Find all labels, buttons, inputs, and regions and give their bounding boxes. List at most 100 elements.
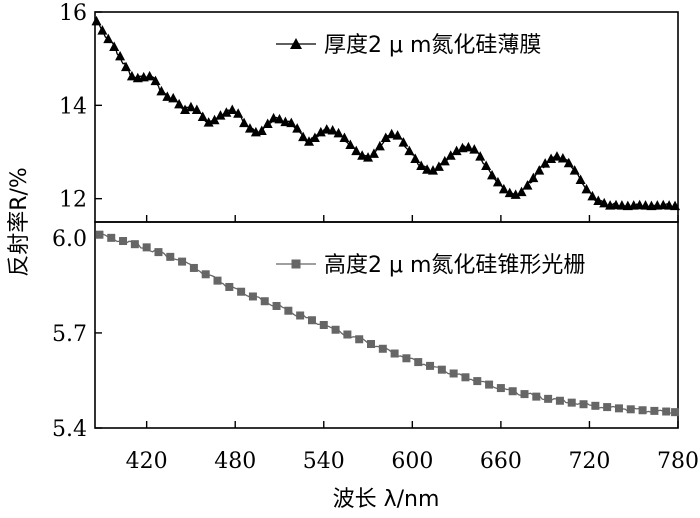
data-point bbox=[168, 92, 179, 103]
data-point bbox=[162, 91, 173, 101]
data-point bbox=[398, 137, 409, 147]
data-point bbox=[274, 113, 285, 124]
data-point bbox=[662, 407, 671, 416]
data-point bbox=[626, 405, 635, 414]
data-point bbox=[498, 183, 509, 194]
data-point bbox=[427, 165, 438, 175]
data-point bbox=[569, 165, 580, 175]
x-tick-label: 720 bbox=[568, 449, 610, 474]
data-point bbox=[520, 390, 529, 399]
data-point bbox=[237, 287, 246, 296]
data-point bbox=[670, 200, 681, 211]
plot-frame bbox=[94, 221, 679, 429]
data-point bbox=[463, 141, 474, 152]
data-point bbox=[248, 292, 257, 301]
data-point bbox=[650, 406, 659, 415]
data-point bbox=[402, 354, 411, 363]
data-point bbox=[461, 373, 470, 382]
data-point bbox=[178, 257, 187, 266]
data-point bbox=[286, 117, 297, 128]
data-point bbox=[603, 403, 612, 412]
x-axis-title: 波长 λ/nm bbox=[333, 487, 440, 512]
data-point bbox=[260, 297, 269, 306]
top-panel: 12 14 16 厚度2 μ m氮化硅薄膜 bbox=[59, 1, 681, 223]
data-point bbox=[115, 50, 126, 61]
data-point bbox=[522, 180, 533, 190]
data-point bbox=[345, 139, 356, 149]
data-point bbox=[638, 406, 647, 415]
data-point bbox=[296, 311, 305, 320]
y-tick-label: 5.4 bbox=[52, 417, 87, 442]
data-point bbox=[315, 126, 326, 137]
x-tick-label: 480 bbox=[214, 449, 256, 474]
data-point bbox=[492, 176, 503, 187]
data-point bbox=[321, 124, 332, 134]
data-point bbox=[180, 104, 191, 114]
data-point bbox=[528, 172, 539, 183]
data-point bbox=[551, 151, 562, 161]
data-point bbox=[516, 186, 527, 197]
data-point bbox=[268, 112, 279, 123]
data-point bbox=[426, 361, 435, 370]
data-point bbox=[591, 401, 600, 410]
data-point bbox=[540, 158, 551, 168]
data-point bbox=[244, 123, 255, 133]
y-tick-label: 16 bbox=[59, 1, 87, 26]
data-point bbox=[414, 358, 423, 367]
data-point bbox=[343, 330, 352, 339]
data-point bbox=[119, 237, 128, 246]
data-point bbox=[451, 145, 462, 156]
data-point bbox=[197, 111, 208, 121]
data-point bbox=[475, 151, 486, 161]
data-point bbox=[368, 148, 379, 158]
data-point bbox=[319, 321, 328, 329]
data-point bbox=[154, 248, 163, 257]
legend-label: 高度2 μ m氮化硅锥形光栅 bbox=[324, 253, 585, 278]
x-tick-label: 780 bbox=[657, 449, 699, 474]
bottom-panel: 6.0 5.7 5.4 420 480 540 600 660 720 780 高度2 μ m氮化硅… bbox=[52, 221, 699, 474]
legend-marker bbox=[290, 38, 302, 49]
data-point bbox=[262, 118, 273, 128]
data-point bbox=[357, 150, 368, 160]
y-tick-label: 12 bbox=[59, 188, 87, 213]
data-point bbox=[95, 230, 104, 239]
data-point bbox=[227, 104, 238, 114]
data-point bbox=[671, 408, 680, 417]
data-point bbox=[142, 243, 151, 252]
x-tick-label: 420 bbox=[126, 449, 168, 474]
data-point bbox=[225, 282, 234, 291]
data-point bbox=[284, 306, 293, 315]
data-point bbox=[534, 165, 545, 175]
data-point bbox=[555, 396, 564, 405]
data-point bbox=[292, 123, 303, 133]
data-point bbox=[422, 164, 433, 174]
data-point bbox=[109, 41, 120, 51]
data-point bbox=[557, 153, 568, 163]
data-point bbox=[363, 152, 374, 162]
data-point bbox=[599, 197, 610, 208]
data-point bbox=[120, 61, 131, 72]
data-point bbox=[532, 392, 541, 401]
data-point bbox=[355, 335, 364, 344]
data-point bbox=[107, 233, 116, 242]
x-tick-label: 660 bbox=[480, 449, 522, 474]
legend-marker bbox=[291, 259, 301, 269]
data-point bbox=[378, 344, 387, 353]
x-tick-label: 600 bbox=[391, 449, 433, 474]
data-point bbox=[614, 404, 623, 413]
data-point bbox=[481, 160, 492, 170]
y-tick-label: 14 bbox=[59, 94, 87, 119]
data-point bbox=[166, 252, 175, 261]
data-point bbox=[567, 398, 576, 407]
data-point bbox=[374, 140, 385, 151]
y-tick-label: 5.7 bbox=[52, 322, 87, 347]
data-point bbox=[433, 161, 444, 171]
data-point bbox=[309, 132, 320, 142]
data-point bbox=[144, 70, 155, 81]
data-point bbox=[304, 136, 315, 146]
data-point bbox=[473, 377, 482, 386]
x-tick-label: 540 bbox=[303, 449, 345, 474]
data-point bbox=[351, 145, 362, 156]
data-point bbox=[156, 85, 167, 96]
